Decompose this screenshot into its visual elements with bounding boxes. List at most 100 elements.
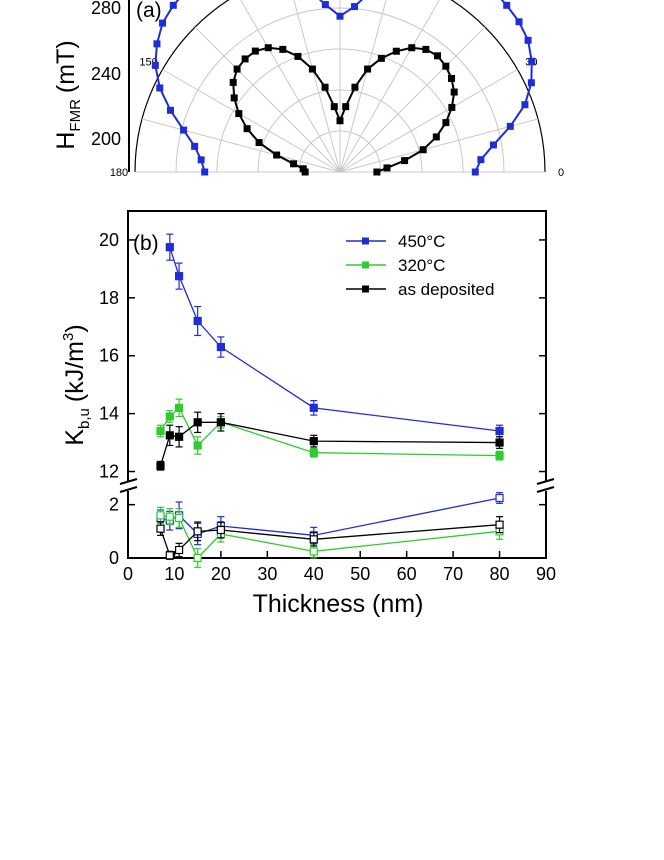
polar-grid-arc [134,0,546,173]
x-axis-title: Thickness (nm) [253,590,424,618]
x-tick-label: 60 [397,564,417,584]
data-point-open [495,520,504,529]
y-title-unit: (kJ/m [61,341,89,402]
legend-label: as deposited [398,280,494,299]
data-point [156,426,165,436]
polar-data-point [434,52,442,60]
polar-series [151,0,536,176]
y-title-sub: b,u [76,408,93,429]
data-point-open [165,512,174,521]
polar-y-tick-label: 240 [91,64,121,84]
data-point [174,403,184,412]
polar-data-point [401,157,409,165]
polar-data-point [432,133,440,141]
y-tick-label: 14 [99,404,119,424]
polar-angle-label: 0 [558,167,564,179]
polar-series-group [151,0,536,176]
data-point [193,441,202,450]
y-tick-label: 2 [109,495,119,515]
polar-data-point [471,168,479,176]
data-point-open [165,551,174,560]
polar-data-point [251,47,259,55]
polar-y-axis-title: HFMR (mT) [52,40,84,149]
data-point-open [216,525,225,535]
plot-frame [127,210,547,559]
x-tick-label: 50 [350,564,370,584]
legend-label: 320°C [398,256,445,275]
data-point-open [156,524,165,533]
data-point [216,418,225,427]
polar-data-point [180,126,188,134]
polar-grid-spoke [339,69,518,173]
data-point [216,342,225,352]
polar-data-point [408,44,416,52]
y-title-unit: (mT) [52,40,80,93]
polar-data-point [506,122,514,130]
polar-data-point [489,141,497,149]
y-title-sub: FMR [67,99,84,132]
y-tick-label: 16 [99,346,119,366]
polar-data-point [197,156,205,164]
x-tick-label: 30 [257,564,277,584]
axis-break-mark [119,478,138,485]
data-point [495,426,504,436]
series-line-open [160,514,500,560]
polar-data-point [447,74,455,82]
data-point [193,316,202,326]
y-tick-label: 20 [99,230,119,250]
polar-data-point [229,78,237,86]
series-line [159,406,500,457]
polar-data-point [330,103,338,111]
data-point-open [309,535,318,544]
polar-data-point [336,12,344,20]
polar-data-point [159,19,167,27]
polar-data-point [264,44,272,52]
y-tick-label: 12 [99,462,119,482]
data-point-open [174,545,184,555]
polar-data-point [233,65,241,73]
data-point-open [174,513,184,523]
polar-data-point [450,88,458,96]
polar-data-point [290,160,298,168]
polar-data-point [166,106,174,114]
data-point [165,243,174,252]
polar-y-tick-label: 200 [91,129,121,149]
polar-data-point [422,45,430,53]
polar-data-point [342,103,350,111]
data-point-open [193,553,202,563]
polar-data-point [241,55,249,63]
axis-break-gap-left [120,481,136,491]
series-line-open [160,497,500,536]
y-ticks: 12 14 16 18 20 0 2 [99,230,546,568]
polar-y-ticks: 280 240 200 [91,0,121,149]
polar-grid-spoke [162,69,341,173]
data-point [156,461,165,470]
data-point-open [495,493,504,503]
data-point [309,403,318,412]
polar-data-point [191,142,199,150]
polar-data-point [351,83,359,91]
polar-grid-spoke [339,26,486,173]
polar-data-point [151,61,159,69]
series-line [159,421,500,466]
data-point [495,438,504,447]
data-point [309,437,318,446]
data-point [174,272,184,281]
polar-grid-spoke [240,0,341,173]
polar-data-point [383,164,391,172]
legend-marker [362,237,369,245]
data-point [165,431,174,440]
legend-marker [362,261,369,269]
data-point [309,448,318,457]
legend-marker [362,285,369,293]
polar-data-point [364,65,372,73]
polar-data-point [521,101,529,109]
axis-break-gap-right [538,481,554,491]
polar-grid-spoke [339,0,387,173]
data-point [165,412,174,421]
legend: 450°C 320°C as deposited [346,232,494,299]
x-tick-label: 20 [211,564,231,584]
series-group [156,411,504,560]
plot-series [156,233,504,568]
axis-break-mark [119,486,138,493]
